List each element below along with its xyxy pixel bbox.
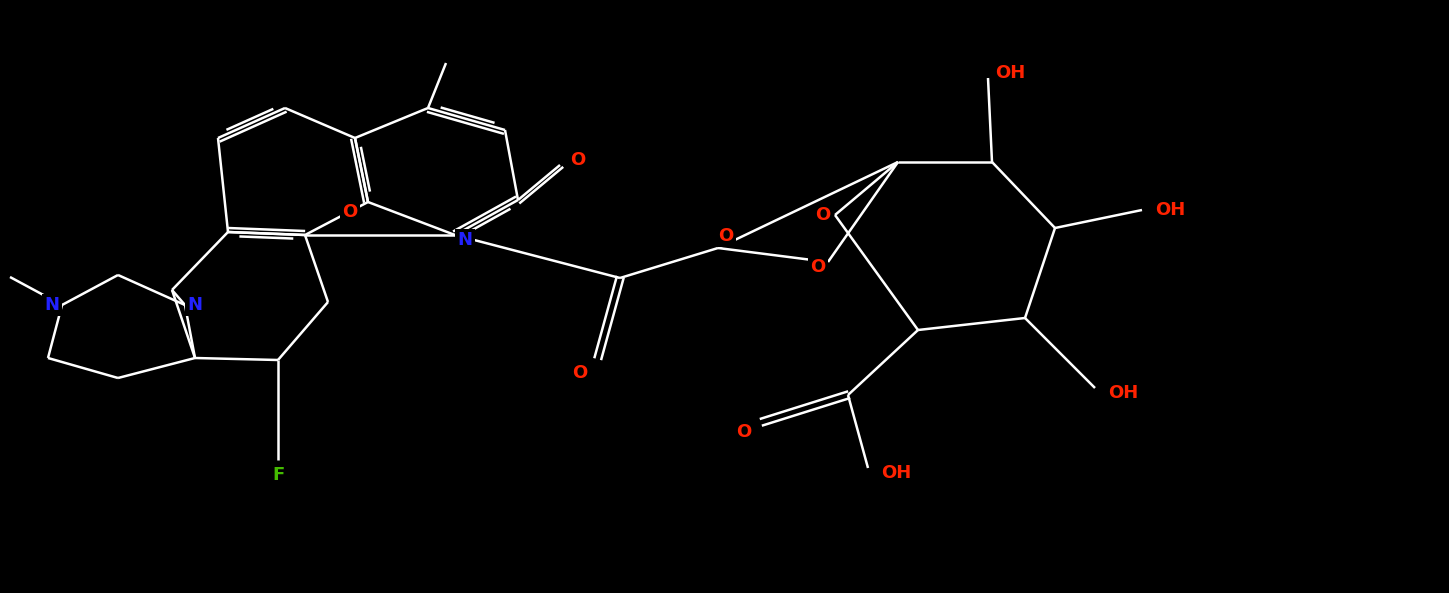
- Text: N: N: [458, 231, 472, 249]
- Text: OH: OH: [1108, 384, 1137, 402]
- Text: N: N: [187, 296, 203, 314]
- Text: OH: OH: [995, 64, 1024, 82]
- Text: O: O: [342, 203, 358, 221]
- Text: OH: OH: [881, 464, 911, 482]
- Text: O: O: [719, 227, 733, 245]
- Text: O: O: [572, 364, 588, 382]
- Text: O: O: [816, 206, 830, 224]
- Text: OH: OH: [1155, 201, 1185, 219]
- Text: F: F: [272, 466, 284, 484]
- Text: N: N: [45, 296, 59, 314]
- Text: O: O: [736, 423, 752, 441]
- Text: O: O: [571, 151, 585, 169]
- Text: O: O: [810, 258, 826, 276]
